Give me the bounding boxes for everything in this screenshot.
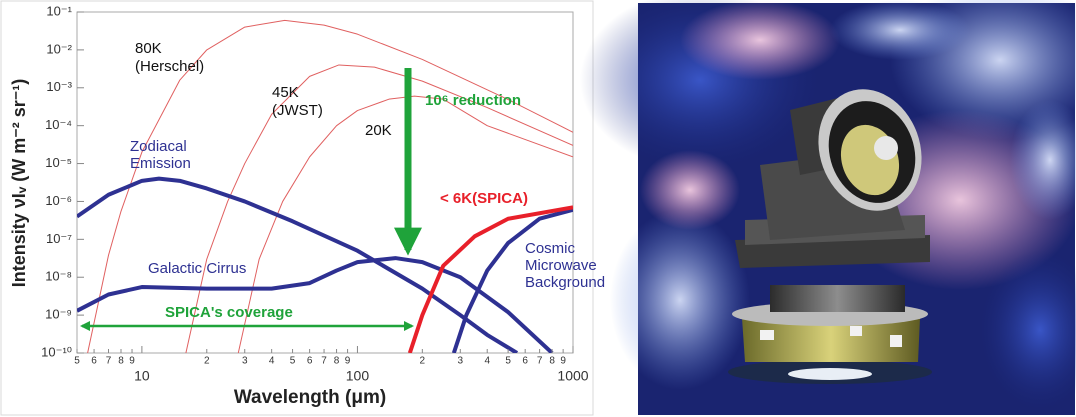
x-axis-title: Wavelength (μm) (234, 387, 386, 408)
x-tick-label: 2 (204, 356, 210, 367)
annotation: (JWST) (272, 102, 323, 119)
x-tick-label: 9 (345, 356, 351, 367)
y-tick-label: 10⁻⁷ (46, 231, 72, 246)
x-tick-label: 6 (307, 356, 313, 367)
x-tick-label: 5 (74, 356, 80, 367)
x-tick-label: 3 (458, 356, 464, 367)
x-tick-label: 9 (560, 356, 566, 367)
x-tick-label: 1000 (557, 368, 588, 384)
annotation: SPICA's coverage (165, 304, 293, 321)
y-axis-title: Intensity νIᵥ (W m⁻² sr⁻¹) (9, 79, 29, 288)
x-tick-label: 5 (290, 356, 296, 367)
series-label: < 6K(SPICA) (440, 190, 528, 207)
x-tick-label: 5 (505, 356, 511, 367)
y-tick-label: 10⁻³ (46, 79, 72, 94)
x-tick-label: 100 (346, 368, 370, 384)
x-tick-label: 4 (484, 356, 490, 367)
x-tick-label: 8 (549, 356, 555, 367)
x-tick-label: 7 (106, 356, 112, 367)
x-tick-label: 8 (334, 356, 340, 367)
y-tick-label: 10⁻¹ (46, 3, 72, 18)
series-label: 20K (365, 122, 392, 139)
y-tick-label: 10⁻⁴ (45, 117, 72, 132)
telescope-image (580, 0, 1076, 415)
y-tick-label: 10⁻⁸ (45, 269, 72, 284)
series-label: Cosmic Microwave Background (525, 240, 635, 291)
x-tick-label: 10 (134, 368, 150, 384)
x-tick-label: 2 (420, 356, 426, 367)
y-tick-label: 10⁻⁶ (45, 193, 72, 208)
x-tick-label: 3 (242, 356, 248, 367)
y-tick-label: 10⁻² (46, 41, 72, 56)
y-tick-label: 10⁻⁵ (45, 155, 72, 170)
x-tick-label: 7 (321, 356, 327, 367)
page: Wavelength (μm) Intensity νIᵥ (W m⁻² sr⁻… (0, 0, 1076, 417)
x-tick-label: 6 (91, 356, 97, 367)
series-label: 45K (272, 84, 299, 101)
x-tick-label: 9 (129, 356, 135, 367)
series-label: Zodiacal Emission (130, 138, 220, 172)
x-tick-label: 6 (522, 356, 528, 367)
series-label: 80K (135, 40, 162, 57)
y-tick-label: 10⁻⁹ (45, 307, 72, 322)
annotation: (Herschel) (135, 58, 204, 75)
annotation: 10⁶ reduction (425, 92, 521, 109)
x-tick-label: 4 (269, 356, 275, 367)
x-tick-label: 7 (537, 356, 543, 367)
y-tick-label: 10⁻¹⁰ (41, 344, 72, 359)
x-tick-label: 8 (118, 356, 124, 367)
series-label: Galactic Cirrus (148, 260, 246, 277)
